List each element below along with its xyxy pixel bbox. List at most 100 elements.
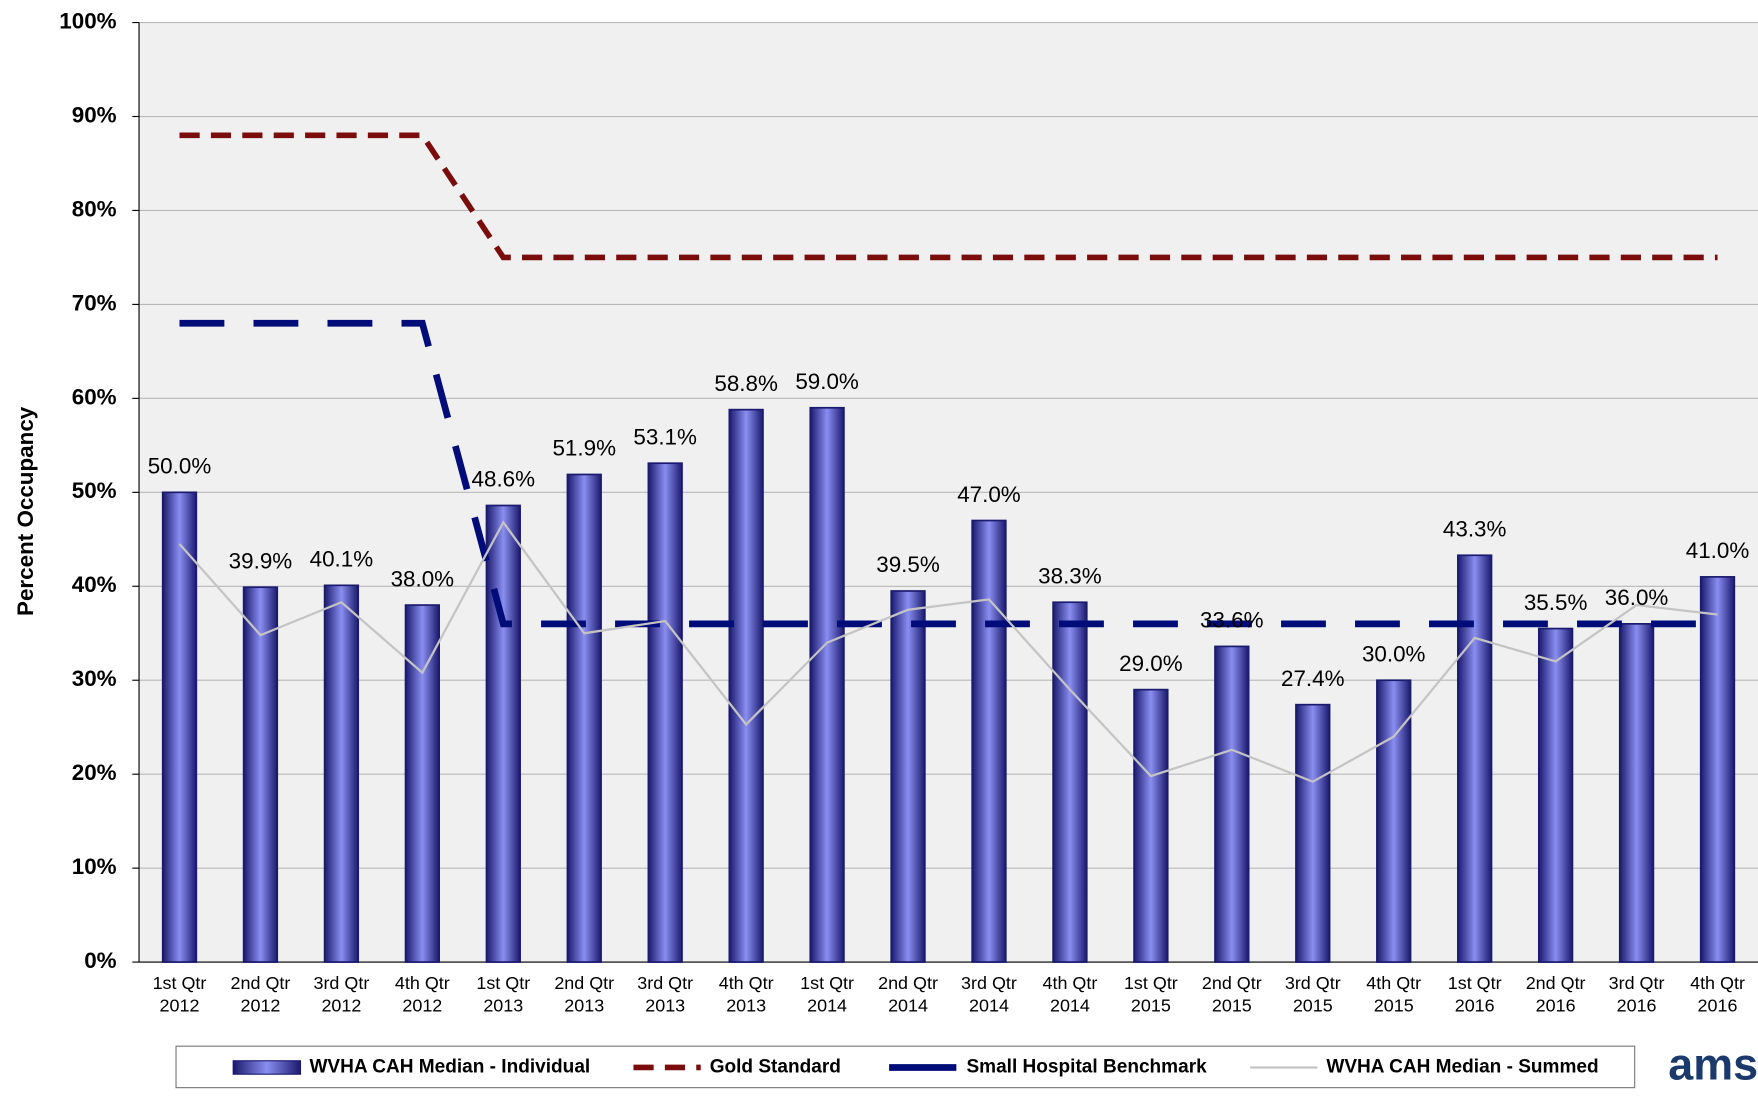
x-tick-label: 4th Qtr 2012 <box>394 974 450 1016</box>
bar <box>809 406 845 963</box>
bar <box>647 462 683 963</box>
x-tick-label-box: 4th Qtr 2014 <box>1042 974 1098 1016</box>
x-tick-label-box: 3rd Qtr 2014 <box>961 974 1017 1016</box>
x-tick-label-box: 1st Qtr 2016 <box>1447 974 1502 1016</box>
data-label: 47.0% <box>957 482 1021 507</box>
bar <box>566 473 602 963</box>
x-tick-label-box: 4th Qtr 2016 <box>1690 974 1745 1016</box>
y-tick-label: 60% <box>72 384 117 409</box>
y-tick-label: 10% <box>72 854 117 879</box>
y-tick-label: 100% <box>59 8 116 33</box>
data-label: 51.9% <box>552 436 616 461</box>
data-label: 29.0% <box>1119 651 1183 676</box>
legend-label: Gold Standard <box>710 1057 841 1078</box>
data-label: 41.0% <box>1686 538 1750 563</box>
y-tick-label: 80% <box>72 196 117 221</box>
x-tick-label: 2nd Qtr 2016 <box>1525 974 1586 1016</box>
data-label: 27.4% <box>1281 666 1345 691</box>
bar <box>242 586 279 963</box>
x-tick-label-box: 3rd Qtr 2013 <box>637 974 694 1016</box>
bar <box>1699 576 1736 963</box>
data-label: 48.6% <box>472 467 536 492</box>
bar <box>1457 554 1493 963</box>
x-tick-label: 3rd Qtr 2012 <box>313 974 370 1016</box>
bar <box>728 408 764 963</box>
y-tick-label: 0% <box>84 948 116 973</box>
data-label: 58.8% <box>714 371 778 396</box>
bar <box>1295 703 1331 963</box>
x-tick-label-box: 2nd Qtr 2015 <box>1201 974 1262 1016</box>
x-tick-label: 2nd Qtr 2014 <box>878 974 938 1016</box>
y-tick-label: 50% <box>72 478 117 503</box>
data-label: 40.1% <box>310 547 374 572</box>
x-tick-label: 3rd Qtr 2015 <box>1284 974 1341 1016</box>
x-tick-label: 2nd Qtr 2012 <box>230 974 291 1016</box>
x-tick-label: 1st Qtr 2012 <box>152 974 207 1016</box>
x-tick-label: 4th Qtr 2014 <box>1042 974 1098 1016</box>
bar <box>1052 601 1088 963</box>
x-tick-label: 4th Qtr 2015 <box>1366 974 1422 1016</box>
x-tick-label: 3rd Qtr 2013 <box>637 974 694 1016</box>
x-tick-label-box: 4th Qtr 2012 <box>394 974 450 1016</box>
x-tick-label-box: 3rd Qtr 2015 <box>1284 974 1341 1016</box>
data-label: 39.9% <box>229 548 293 573</box>
bar <box>971 519 1007 963</box>
data-label: 36.0% <box>1605 585 1669 610</box>
legend-label: WVHA CAH Median - Individual <box>309 1057 590 1078</box>
bar <box>1618 623 1655 963</box>
data-label: 53.1% <box>633 424 697 449</box>
bar <box>485 504 521 963</box>
logo: ams <box>1668 1038 1758 1089</box>
data-label: 30.0% <box>1362 641 1426 666</box>
legend-label: WVHA CAH Median - Summed <box>1326 1057 1598 1078</box>
y-tick-label: 70% <box>72 290 117 315</box>
bar <box>1537 627 1574 963</box>
y-tick-label: 30% <box>72 666 117 691</box>
x-tick-label-box: 2nd Qtr 2012 <box>230 974 291 1016</box>
data-label: 38.3% <box>1038 564 1102 589</box>
bar <box>1133 688 1169 963</box>
x-tick-label-box: 2nd Qtr 2016 <box>1525 974 1586 1016</box>
y-axis-title: Percent Occupancy <box>13 406 38 616</box>
legend-label: Small Hospital Benchmark <box>966 1057 1207 1078</box>
x-tick-label: 4th Qtr 2016 <box>1690 974 1745 1016</box>
bar <box>161 491 198 963</box>
bar <box>404 604 441 963</box>
x-tick-label: 2nd Qtr 2015 <box>1201 974 1262 1016</box>
x-tick-label: 2nd Qtr 2013 <box>554 974 615 1016</box>
bar <box>323 584 360 963</box>
bar <box>1214 645 1250 963</box>
x-tick-label: 3rd Qtr 2016 <box>1608 974 1665 1016</box>
x-tick-label: 1st Qtr 2013 <box>476 974 531 1016</box>
y-tick-label: 20% <box>72 760 117 785</box>
y-tick-label: 90% <box>72 102 117 127</box>
x-tick-label-box: 3rd Qtr 2012 <box>313 974 370 1016</box>
data-label: 38.0% <box>391 566 455 591</box>
x-tick-label: 1st Qtr 2014 <box>800 974 854 1016</box>
line-series <box>179 319 1718 628</box>
x-tick-label-box: 4th Qtr 2013 <box>718 974 774 1016</box>
x-tick-label: 4th Qtr 2013 <box>718 974 774 1016</box>
data-label: 35.5% <box>1524 590 1588 615</box>
x-tick-label-box: 1st Qtr 2013 <box>476 974 531 1016</box>
data-label: 59.0% <box>795 369 859 394</box>
x-tick-label-box: 1st Qtr 2014 <box>800 974 854 1016</box>
x-tick-label-box: 3rd Qtr 2016 <box>1608 974 1665 1016</box>
x-tick-label-box: 4th Qtr 2015 <box>1366 974 1422 1016</box>
x-tick-label: 1st Qtr 2016 <box>1447 974 1502 1016</box>
data-label: 50.0% <box>148 454 212 479</box>
bar <box>1376 679 1412 963</box>
x-tick-label-box: 2nd Qtr 2014 <box>878 974 938 1016</box>
bar <box>890 590 926 963</box>
x-tick-label: 1st Qtr 2015 <box>1123 974 1178 1016</box>
x-tick-label-box: 2nd Qtr 2013 <box>554 974 615 1016</box>
line-series <box>178 520 1718 783</box>
line-series <box>179 132 1718 261</box>
x-tick-label: 3rd Qtr 2014 <box>961 974 1017 1016</box>
legend-swatch <box>232 1060 302 1075</box>
x-tick-label-box: 1st Qtr 2012 <box>152 974 207 1016</box>
data-label: 43.3% <box>1443 517 1507 542</box>
y-tick-label: 40% <box>72 572 117 597</box>
